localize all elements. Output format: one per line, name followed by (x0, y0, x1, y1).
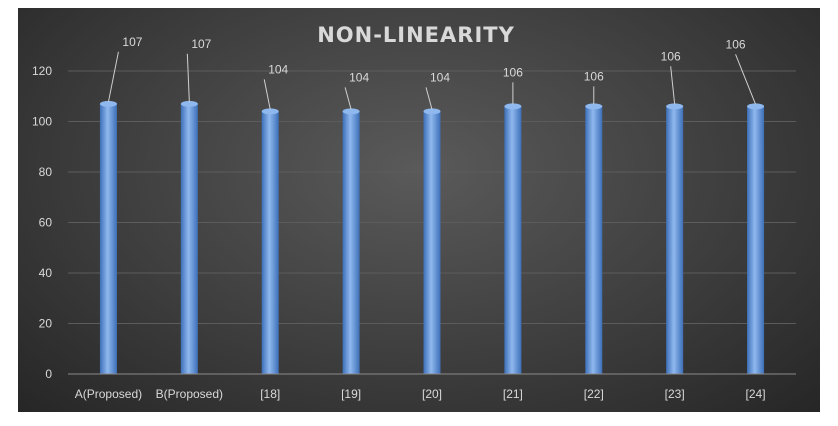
bar (99, 103, 117, 374)
bar (261, 111, 279, 375)
y-tick-label: 20 (39, 317, 53, 331)
label-leader (344, 87, 352, 110)
x-tick-label: [22] (584, 387, 604, 401)
bar (666, 106, 684, 374)
label-leader (263, 79, 271, 110)
bar (342, 111, 360, 375)
data-label: 106 (503, 65, 523, 79)
x-tick-label: [23] (665, 387, 685, 401)
y-tick-label: 100 (32, 115, 52, 129)
data-label: 106 (584, 69, 604, 83)
bar-cap (99, 100, 117, 107)
y-tick-label: 80 (39, 165, 53, 179)
bar-cap (747, 103, 765, 110)
bar-cap (666, 103, 684, 110)
bar (585, 106, 603, 374)
data-labels: 107 107 104 104 104 106 106 106 106 (122, 35, 745, 85)
data-label: 104 (349, 70, 369, 84)
data-label: 107 (122, 35, 142, 49)
label-leader (107, 51, 119, 102)
data-label: 106 (726, 37, 746, 51)
x-tick-label: [20] (422, 387, 442, 401)
bar (180, 103, 198, 374)
label-leader (425, 87, 433, 110)
bars (99, 100, 765, 375)
label-leaders (107, 51, 757, 110)
label-leader (670, 66, 676, 105)
x-tick-label: [24] (746, 387, 766, 401)
chart-title: NON-LINEARITY (317, 23, 515, 47)
data-label: 106 (661, 49, 681, 63)
x-axis: A(Proposed) B(Proposed) [18] [19] [20] [21] [2… (68, 373, 796, 401)
bar-cap (342, 108, 360, 115)
x-tick-label: B(Proposed) (156, 387, 223, 401)
y-tick-label: 40 (39, 266, 53, 280)
bar (747, 106, 765, 374)
label-leader (186, 53, 190, 102)
label-leader (735, 54, 757, 105)
x-tick-label: [21] (503, 387, 523, 401)
y-tick-label: 120 (32, 64, 52, 78)
bar-cap (585, 103, 603, 110)
x-tick-label: [19] (341, 387, 361, 401)
bar (504, 106, 522, 374)
y-axis: 0 20 40 60 80 100 120 (32, 64, 52, 381)
data-label: 104 (268, 62, 288, 76)
bar-cap (423, 108, 441, 115)
data-label: 107 (191, 37, 211, 51)
bar-cap (180, 100, 198, 107)
bar (423, 111, 441, 375)
x-tick-label: A(Proposed) (75, 387, 142, 401)
chart-area: NON-LINEARITY 0 20 40 60 80 100 120 107 107 104 1… (18, 8, 820, 412)
y-tick-label: 60 (39, 216, 53, 230)
bar-cap (261, 108, 279, 115)
y-tick-label: 0 (45, 367, 52, 381)
data-label: 104 (430, 70, 450, 84)
x-tick-label: [18] (260, 387, 280, 401)
bar-cap (504, 103, 522, 110)
